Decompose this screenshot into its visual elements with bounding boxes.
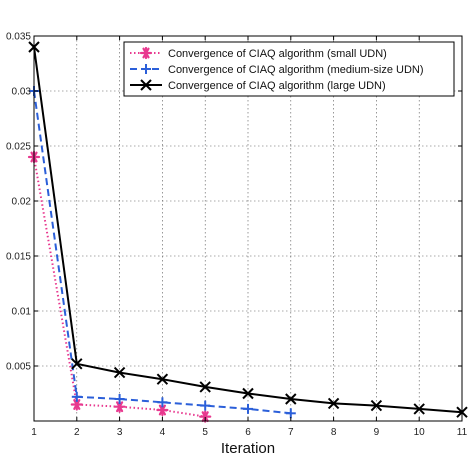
data-point bbox=[413, 403, 425, 415]
data-point bbox=[199, 381, 211, 393]
legend-label: Convergence of CIAQ algorithm (medium-si… bbox=[168, 64, 424, 76]
legend-box bbox=[123, 41, 455, 97]
legend-entry: Convergence of CIAQ algorithm (large UDN… bbox=[130, 79, 386, 92]
legend-marker bbox=[139, 46, 153, 60]
y-tick-labels: 0.005 0.01 0.015 0.02 0.025 0.03 0.035 bbox=[6, 32, 31, 373]
y-tick-label: 0.015 bbox=[6, 252, 31, 263]
data-point bbox=[113, 366, 126, 379]
x-tick-label: 9 bbox=[374, 427, 380, 438]
data-point bbox=[285, 408, 296, 419]
x-tick-label: 4 bbox=[160, 427, 166, 438]
legend: Convergence of CIAQ algorithm (small UDN… bbox=[123, 41, 455, 97]
y-tick-label: 0.035 bbox=[6, 32, 31, 43]
y-tick-label: 0.02 bbox=[12, 197, 32, 208]
y-tick-label: 0.03 bbox=[12, 87, 32, 98]
data-point bbox=[71, 358, 83, 370]
x-tick-label: 1 bbox=[31, 427, 37, 438]
y-tick-label: 0.025 bbox=[6, 142, 31, 153]
legend-entry: Convergence of CIAQ algorithm (small UDN… bbox=[130, 46, 387, 60]
data-point bbox=[243, 403, 253, 414]
tick-marks bbox=[33, 35, 463, 421]
data-point bbox=[114, 394, 125, 404]
data-point bbox=[156, 373, 169, 385]
y-tick-label: 0.005 bbox=[6, 362, 31, 373]
legend-entry: Convergence of CIAQ algorithm (medium-si… bbox=[130, 64, 424, 76]
data-point bbox=[242, 387, 254, 400]
x-tick-label: 7 bbox=[288, 427, 294, 438]
legend-marker bbox=[141, 64, 151, 74]
x-tick-labels: 1 2 3 4 5 6 7 8 9 10 11 bbox=[31, 427, 467, 438]
x-tick-label: 10 bbox=[414, 427, 426, 438]
legend-label: Convergence of CIAQ algorithm (large UDN… bbox=[168, 80, 386, 92]
x-axis-title: Iteration bbox=[221, 440, 275, 457]
data-point bbox=[71, 391, 82, 402]
x-tick-label: 5 bbox=[202, 427, 208, 438]
legend-marker bbox=[140, 79, 152, 91]
legend-label: Convergence of CIAQ algorithm (small UDN… bbox=[168, 48, 387, 60]
x-tick-label: 3 bbox=[117, 427, 123, 438]
x-tick-label: 8 bbox=[331, 427, 337, 438]
data-point bbox=[200, 400, 211, 411]
x-tick-label: 11 bbox=[457, 427, 468, 438]
series-line bbox=[33, 156, 206, 418]
data-point bbox=[370, 399, 383, 412]
data-point bbox=[285, 393, 297, 405]
data-point bbox=[157, 397, 168, 408]
data-point bbox=[113, 400, 126, 413]
y-tick-label: 0.01 bbox=[12, 307, 32, 318]
x-tick-label: 2 bbox=[74, 427, 80, 438]
data-point bbox=[327, 397, 340, 410]
x-tick-label: 6 bbox=[245, 427, 251, 438]
